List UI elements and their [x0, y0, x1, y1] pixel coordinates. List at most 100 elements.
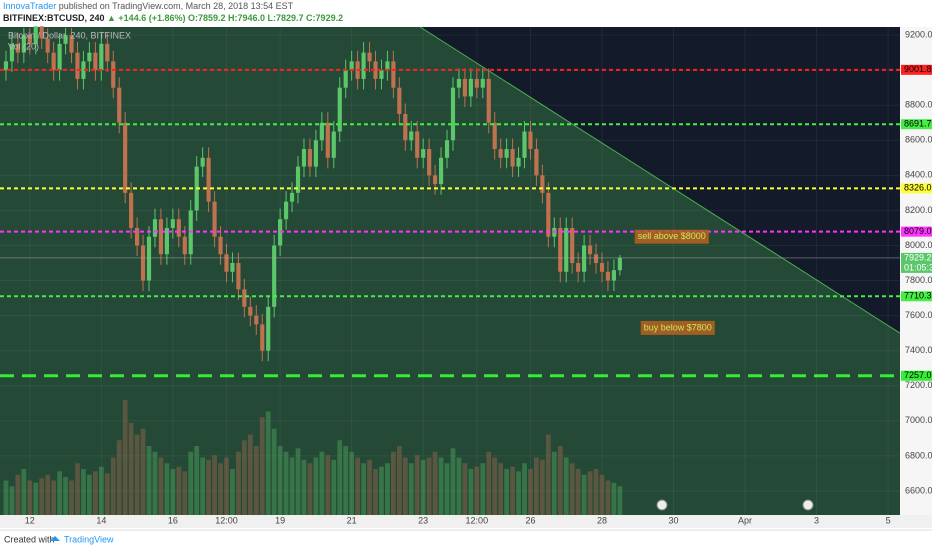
x-tick-label: 12:00 — [466, 515, 489, 525]
volume-bar — [206, 459, 211, 515]
last-price-tag — [901, 252, 932, 273]
candle-body — [266, 306, 271, 351]
plot: sell above $8000 buy below $7800 — [0, 26, 901, 515]
volume-bar — [313, 457, 319, 515]
candle-body — [599, 263, 605, 272]
trendline — [419, 26, 901, 334]
event-badge[interactable] — [656, 499, 668, 511]
volume-bar — [259, 417, 265, 515]
y-tick-label: 9200.0 — [905, 29, 932, 39]
volume-bar — [581, 474, 587, 515]
volume-bar — [450, 448, 456, 515]
volume-bar — [426, 457, 432, 515]
volume-bar — [385, 463, 390, 515]
candle-body — [105, 43, 110, 62]
x-tick-label: 26 — [525, 515, 535, 525]
level-tag — [901, 183, 932, 194]
candle-body — [534, 149, 539, 176]
annotation-box — [640, 320, 715, 335]
volume-bar — [33, 482, 39, 515]
candle-body — [373, 61, 378, 79]
candle-body — [385, 61, 390, 71]
volume-bar — [522, 463, 527, 515]
volume-bar — [140, 428, 146, 515]
candle-body — [301, 149, 307, 167]
x-tick-label: 28 — [597, 515, 607, 525]
volume-bar — [200, 457, 206, 515]
volume-bar — [81, 469, 86, 515]
volume-bar — [373, 469, 378, 515]
y-tick-label: 8000.0 — [905, 240, 932, 250]
event-badge[interactable] — [802, 499, 814, 511]
author[interactable]: InnovaTrader — [3, 1, 56, 11]
candle-body — [289, 192, 295, 202]
candle-body — [427, 149, 432, 176]
candle-body — [504, 149, 509, 158]
volume-bar — [230, 469, 235, 515]
volume-bar — [253, 446, 259, 515]
candle-body — [21, 35, 26, 53]
time-axis — [0, 515, 932, 528]
volume-bar — [51, 480, 57, 515]
volume-bar — [432, 451, 438, 515]
candle-body — [87, 52, 92, 62]
volume-bar — [468, 469, 474, 515]
volume-bar — [498, 463, 504, 515]
volume-bar — [212, 455, 217, 515]
volume-bar — [39, 478, 45, 515]
candle-body — [260, 324, 265, 351]
candle-body — [248, 306, 253, 316]
volume-bar — [3, 480, 9, 515]
candle-body — [486, 78, 491, 123]
volume-bar — [557, 446, 563, 515]
level-tag — [901, 291, 932, 302]
y-tick-label: 8200.0 — [905, 205, 932, 215]
volume-bar — [170, 469, 176, 515]
x-tick-label: 21 — [347, 515, 357, 525]
volume-bar — [343, 446, 349, 515]
candle-body — [450, 87, 456, 141]
volume-bar — [587, 471, 593, 515]
volume-bar — [271, 428, 277, 515]
annotation: sell above $8000 — [638, 231, 706, 241]
footer-brand[interactable]: TradingView — [64, 534, 114, 544]
volume-bar — [480, 463, 486, 515]
candle-body — [164, 227, 169, 255]
volume-bar — [414, 455, 420, 515]
volume-bar — [367, 459, 372, 515]
legend-volume: Vol (20) — [8, 41, 39, 51]
volume-bar — [408, 463, 414, 515]
candle-body — [242, 289, 247, 307]
volume-bar — [45, 474, 51, 515]
candle-body — [444, 140, 450, 158]
volume-bar — [194, 446, 200, 515]
candle-body — [63, 35, 68, 44]
candle-body — [230, 263, 235, 272]
volume-bar — [510, 466, 515, 515]
volume-bar — [611, 482, 617, 515]
published: published on TradingView.com, March 28, … — [56, 1, 293, 11]
candle-body — [57, 43, 62, 71]
volume-bar — [569, 463, 575, 515]
candle-body — [176, 219, 181, 237]
candle-body — [272, 245, 277, 307]
candle-body — [33, 26, 38, 44]
candle-body — [546, 192, 551, 237]
volume-bar — [396, 446, 402, 515]
candle-body — [111, 61, 116, 88]
volume-bar — [152, 451, 158, 515]
level-label: 7257.0 — [904, 370, 932, 380]
y-tick-label: 6800.0 — [905, 450, 932, 460]
volume-bar — [224, 457, 229, 515]
candle-body — [129, 192, 134, 228]
volume-bar — [247, 434, 253, 515]
volume-bar — [355, 457, 360, 515]
candle-body — [480, 78, 485, 88]
volume-bar — [277, 446, 283, 515]
x-tick-label: 12 — [25, 515, 35, 525]
level-label: 8326.0 — [904, 183, 932, 193]
candle-body — [170, 219, 175, 228]
candle-body — [498, 149, 503, 158]
level-tag — [901, 370, 932, 381]
volume-bar — [599, 474, 605, 515]
